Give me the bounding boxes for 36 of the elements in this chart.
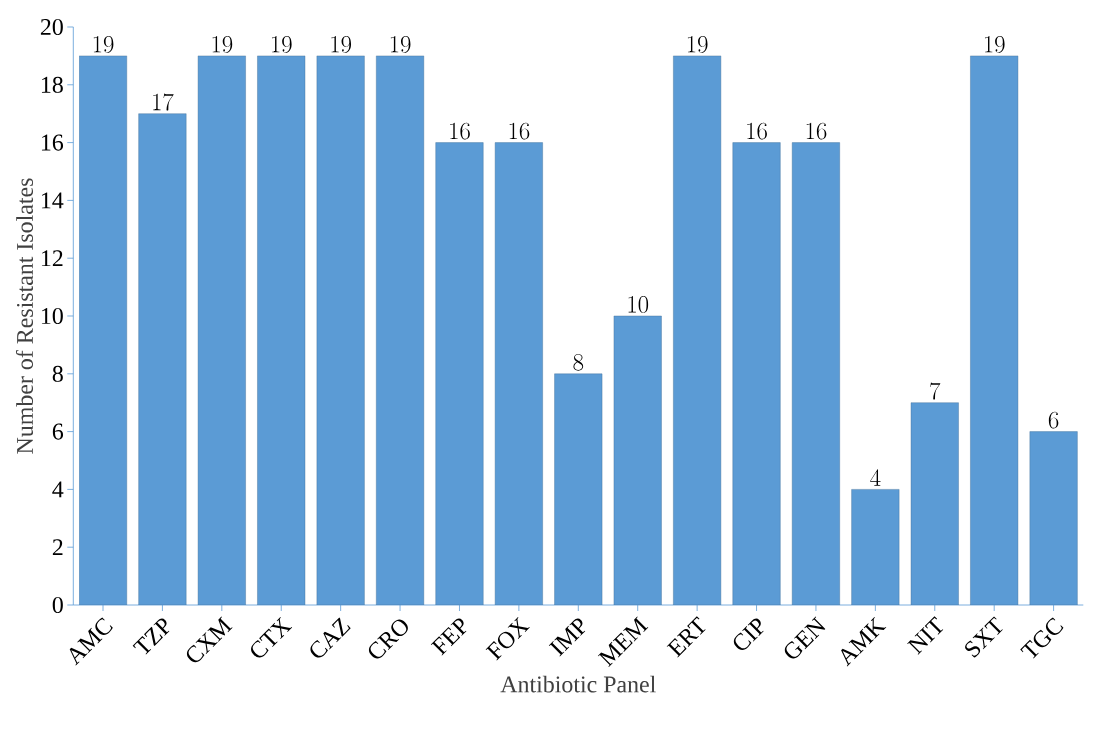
data-label: 6 [1048, 411, 1059, 429]
data-label: 16 [450, 122, 470, 140]
x-tick-label: FEP [430, 618, 467, 656]
y-tick-label: 10 [41, 307, 63, 325]
data-label: 19 [687, 36, 708, 53]
y-tick-label: 20 [40, 18, 63, 36]
data-label: 10 [628, 296, 649, 313]
y-tick-label: 18 [41, 76, 63, 93]
y-tick-label: 2 [52, 539, 63, 556]
data-label: 19 [331, 36, 352, 53]
data-label: 7 [930, 382, 941, 400]
y-tick-label: 16 [41, 134, 64, 151]
data-label: 4 [870, 469, 881, 486]
data-label: 17 [153, 93, 174, 111]
data-label: 19 [272, 36, 292, 53]
data-label: 19 [390, 36, 411, 53]
x-tick-label: NIT [907, 616, 944, 655]
data-label: 16 [806, 122, 827, 140]
data-label: 19 [212, 36, 233, 53]
y-axis-title: Number of Resistant Isolates [15, 178, 34, 454]
x-tick-label: IMP [548, 618, 586, 657]
data-label: 8 [573, 353, 584, 371]
data-label: 19 [93, 36, 114, 53]
x-tick-label: CIP [733, 618, 764, 650]
y-tick-label: 14 [41, 192, 64, 209]
y-tick-label: 12 [41, 250, 63, 267]
y-tick-label: 4 [52, 481, 64, 498]
x-tick-label: CRO [368, 619, 408, 659]
y-tick-label: 0 [52, 596, 63, 614]
y-tick-label: 6 [52, 423, 64, 440]
x-tick-label: TZP [132, 618, 170, 655]
data-label: 16 [747, 122, 767, 140]
data-label: 16 [509, 122, 530, 140]
y-tick-label: 8 [52, 365, 63, 382]
x-axis-title: Antibiotic Panel [500, 675, 656, 693]
data-label: 19 [984, 36, 1005, 53]
